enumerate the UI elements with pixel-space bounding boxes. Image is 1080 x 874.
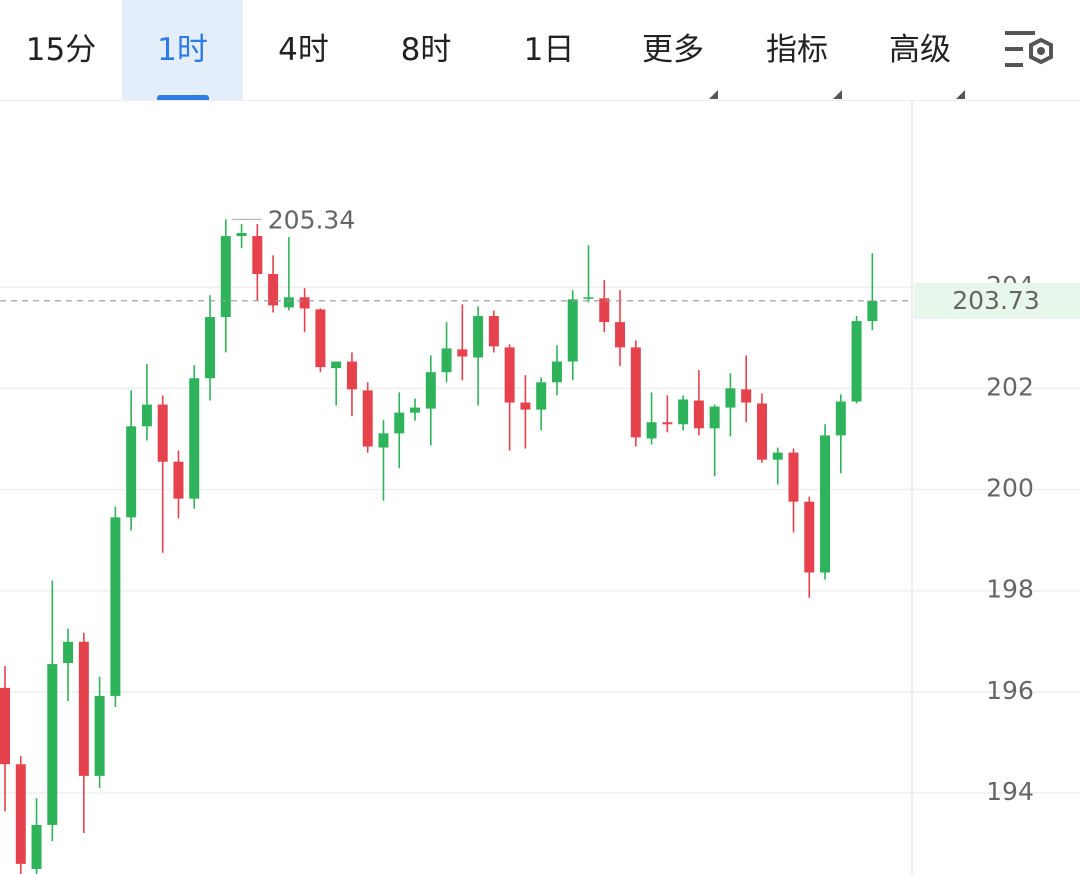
candle-body xyxy=(157,404,168,462)
candle-body xyxy=(94,695,105,776)
candle-body xyxy=(488,316,499,347)
candle-body xyxy=(31,824,42,869)
candle-body xyxy=(315,309,326,368)
candle-body xyxy=(520,402,531,410)
candle-body xyxy=(583,297,594,299)
candle-body xyxy=(457,349,468,357)
tab-label: 更多 xyxy=(642,32,718,99)
menu-arrow xyxy=(833,90,842,99)
candle-body xyxy=(346,361,357,390)
candle-body xyxy=(820,435,831,573)
candle-body xyxy=(804,501,815,573)
candle-body xyxy=(851,321,862,402)
tab[interactable]: 8时 xyxy=(364,0,488,100)
tab-label: 指标 xyxy=(766,32,842,99)
candle-body xyxy=(599,298,610,323)
tab-label: 1日 xyxy=(523,32,575,68)
candle-body xyxy=(126,426,137,518)
candle-body xyxy=(252,236,263,275)
tab-label: 4时 xyxy=(278,32,329,68)
tab-label: 高级 xyxy=(889,32,965,99)
tab[interactable]: 1日 xyxy=(488,0,610,100)
last-price-box xyxy=(914,282,1080,319)
candle-body xyxy=(662,422,673,425)
candle-body xyxy=(646,422,657,439)
active-indicator xyxy=(156,95,209,100)
candle-body xyxy=(283,297,294,308)
tab[interactable]: 更多 xyxy=(610,0,736,100)
candle-body xyxy=(268,274,279,306)
last-price-label: 203.73 xyxy=(952,286,1039,315)
y-tick-label: 200 xyxy=(986,474,1034,503)
tab-label: 15分 xyxy=(25,32,97,68)
candle-body xyxy=(551,361,562,383)
settings-icon[interactable] xyxy=(1003,27,1063,77)
candle-body xyxy=(173,461,184,499)
y-tick-label: 202 xyxy=(986,372,1034,401)
candle-body xyxy=(473,316,484,358)
tab-label: 8时 xyxy=(400,32,452,68)
candle-body xyxy=(189,378,200,499)
tab[interactable]: 1时 xyxy=(122,0,243,100)
candle-body xyxy=(835,401,846,436)
tab[interactable]: 4时 xyxy=(243,0,364,100)
candle-body xyxy=(630,347,641,438)
candle-body xyxy=(741,389,752,403)
candle-body xyxy=(15,764,26,864)
candle-body xyxy=(678,399,689,425)
candle-body xyxy=(425,372,436,409)
candle-body xyxy=(441,348,452,373)
candle-body xyxy=(0,687,10,765)
candle-body xyxy=(236,233,247,237)
candle-body xyxy=(756,403,767,460)
high-annotation: 205.34 xyxy=(268,205,355,234)
candle-body xyxy=(394,412,405,434)
candle-body xyxy=(410,407,421,413)
candle-body xyxy=(615,322,626,348)
y-tick-label: 196 xyxy=(986,676,1034,705)
candle-body xyxy=(220,236,231,318)
candle-body xyxy=(536,382,547,410)
tab[interactable]: 指标 xyxy=(735,0,859,100)
candle-body xyxy=(709,406,720,429)
candle-body xyxy=(567,299,578,362)
candle-body xyxy=(693,400,704,429)
y-tick-label: 194 xyxy=(986,777,1034,806)
tab-label: 1时 xyxy=(157,32,208,68)
candle-body xyxy=(867,300,878,322)
candle-body xyxy=(378,433,389,448)
candle-body xyxy=(504,347,515,403)
menu-arrow xyxy=(956,90,965,99)
candle-body xyxy=(362,390,373,447)
tab-bar: 15分 1时 4时 8时 1日 更多 指标 高级 xyxy=(0,0,1080,101)
candle-body xyxy=(299,297,310,309)
candle-body xyxy=(110,517,121,696)
candle-body xyxy=(47,664,58,825)
candle-body xyxy=(725,388,736,408)
candle-body xyxy=(331,361,342,369)
candle-body xyxy=(788,452,799,502)
menu-arrow xyxy=(709,90,718,99)
candle-body xyxy=(141,404,152,427)
candle-body xyxy=(772,452,783,460)
tab[interactable]: 15分 xyxy=(0,0,122,100)
candle-body xyxy=(63,641,74,664)
y-tick-label: 198 xyxy=(986,575,1034,604)
candle-body xyxy=(205,317,216,379)
tab[interactable]: 高级 xyxy=(859,0,981,100)
candle-body xyxy=(78,641,89,776)
